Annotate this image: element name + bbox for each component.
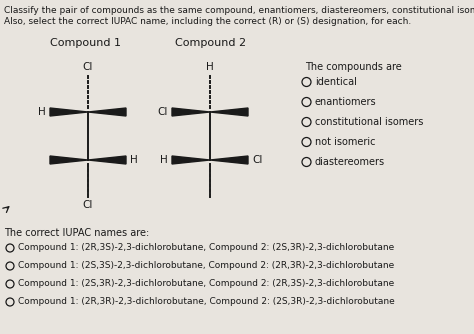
Text: Also, select the correct IUPAC name, including the correct (R) or (S) designatio: Also, select the correct IUPAC name, inc… [4,17,411,26]
Polygon shape [88,108,126,116]
Text: constitutional isomers: constitutional isomers [315,117,423,127]
Text: H: H [160,155,168,165]
Text: Cl: Cl [158,107,168,117]
Polygon shape [50,108,88,116]
Polygon shape [210,156,248,164]
Text: enantiomers: enantiomers [315,97,377,107]
Text: The compounds are: The compounds are [305,62,402,72]
Text: Compound 1: (2R,3S)-2,3-dichlorobutane, Compound 2: (2S,3R)-2,3-dichlorobutane: Compound 1: (2R,3S)-2,3-dichlorobutane, … [18,243,394,253]
Text: Cl: Cl [83,200,93,210]
Polygon shape [172,156,210,164]
Text: Classify the pair of compounds as the same compound, enantiomers, diastereomers,: Classify the pair of compounds as the sa… [4,6,474,15]
Text: Compound 2: Compound 2 [175,38,246,48]
Text: H: H [38,107,46,117]
Text: The correct IUPAC names are:: The correct IUPAC names are: [4,228,149,238]
Text: H: H [130,155,138,165]
Text: Compound 1: Compound 1 [50,38,121,48]
Polygon shape [172,108,210,116]
Polygon shape [88,156,126,164]
Text: Cl: Cl [252,155,263,165]
Text: diastereomers: diastereomers [315,157,385,167]
Text: Compound 1: (2S,3R)-2,3-dichlorobutane, Compound 2: (2R,3S)-2,3-dichlorobutane: Compound 1: (2S,3R)-2,3-dichlorobutane, … [18,280,394,289]
Text: not isomeric: not isomeric [315,137,375,147]
Text: H: H [206,62,214,72]
Text: identical: identical [315,77,357,87]
Text: Compound 1: (2R,3R)-2,3-dichlorobutane, Compound 2: (2S,3R)-2,3-dichlorobutane: Compound 1: (2R,3R)-2,3-dichlorobutane, … [18,298,395,307]
Polygon shape [210,108,248,116]
Polygon shape [50,156,88,164]
Text: Cl: Cl [83,62,93,72]
Text: Compound 1: (2S,3S)-2,3-dichlorobutane, Compound 2: (2R,3R)-2,3-dichlorobutane: Compound 1: (2S,3S)-2,3-dichlorobutane, … [18,262,394,271]
